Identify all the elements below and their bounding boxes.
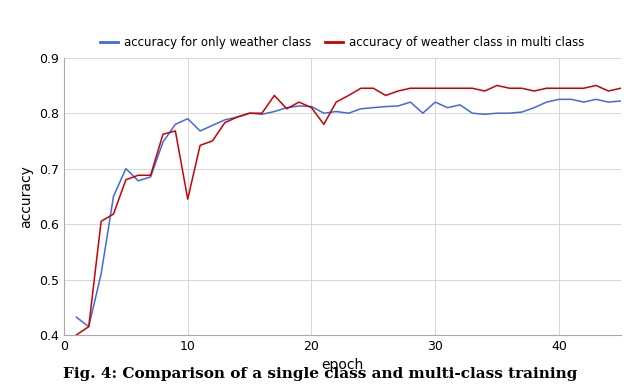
accuracy for only weather class xyxy=(234,115,241,119)
accuracy of weather class in multi class xyxy=(468,86,476,90)
accuracy of weather class in multi class xyxy=(493,83,501,88)
accuracy of weather class in multi class xyxy=(271,93,278,98)
accuracy for only weather class xyxy=(369,105,377,110)
accuracy of weather class in multi class xyxy=(320,122,328,127)
accuracy of weather class in multi class xyxy=(592,83,600,88)
accuracy for only weather class xyxy=(357,106,365,111)
accuracy for only weather class xyxy=(332,109,340,114)
accuracy for only weather class xyxy=(184,116,191,121)
accuracy for only weather class xyxy=(97,272,105,276)
accuracy for only weather class xyxy=(605,100,612,104)
accuracy of weather class in multi class xyxy=(382,93,390,98)
accuracy for only weather class xyxy=(258,112,266,117)
accuracy of weather class in multi class xyxy=(543,86,550,90)
accuracy of weather class in multi class xyxy=(246,111,253,116)
accuracy of weather class in multi class xyxy=(72,333,80,337)
accuracy of weather class in multi class xyxy=(605,89,612,93)
Y-axis label: accuracy: accuracy xyxy=(20,165,33,228)
accuracy for only weather class xyxy=(506,111,513,116)
accuracy of weather class in multi class xyxy=(295,100,303,104)
accuracy for only weather class xyxy=(308,104,316,109)
accuracy for only weather class xyxy=(394,104,402,108)
accuracy of weather class in multi class xyxy=(258,111,266,116)
accuracy for only weather class xyxy=(196,129,204,133)
accuracy for only weather class xyxy=(617,99,625,103)
accuracy for only weather class xyxy=(221,117,228,122)
accuracy of weather class in multi class xyxy=(234,115,241,119)
accuracy of weather class in multi class xyxy=(172,129,179,133)
accuracy of weather class in multi class xyxy=(394,89,402,93)
accuracy of weather class in multi class xyxy=(122,177,130,182)
accuracy of weather class in multi class xyxy=(357,86,365,90)
Text: Fig. 4: Comparison of a single class and multi-class training: Fig. 4: Comparison of a single class and… xyxy=(63,367,577,381)
accuracy of weather class in multi class xyxy=(617,86,625,90)
accuracy of weather class in multi class xyxy=(209,139,216,143)
accuracy of weather class in multi class xyxy=(481,89,488,93)
accuracy for only weather class xyxy=(382,104,390,109)
accuracy for only weather class xyxy=(518,110,525,114)
accuracy for only weather class xyxy=(246,111,253,116)
accuracy of weather class in multi class xyxy=(506,86,513,90)
accuracy for only weather class xyxy=(85,324,93,329)
accuracy of weather class in multi class xyxy=(109,212,117,216)
X-axis label: epoch: epoch xyxy=(321,358,364,372)
accuracy for only weather class xyxy=(345,111,353,116)
accuracy of weather class in multi class xyxy=(518,86,525,90)
accuracy of weather class in multi class xyxy=(97,219,105,224)
accuracy for only weather class xyxy=(481,112,488,117)
accuracy for only weather class xyxy=(134,179,142,183)
accuracy of weather class in multi class xyxy=(221,120,228,125)
accuracy for only weather class xyxy=(493,111,501,116)
Line: accuracy of weather class in multi class: accuracy of weather class in multi class xyxy=(76,85,621,335)
accuracy for only weather class xyxy=(431,100,439,104)
accuracy for only weather class xyxy=(159,140,167,144)
accuracy of weather class in multi class xyxy=(531,89,538,93)
accuracy of weather class in multi class xyxy=(332,100,340,104)
accuracy for only weather class xyxy=(172,122,179,127)
accuracy of weather class in multi class xyxy=(580,86,588,90)
accuracy for only weather class xyxy=(320,111,328,116)
accuracy of weather class in multi class xyxy=(308,105,316,110)
accuracy of weather class in multi class xyxy=(431,86,439,90)
accuracy for only weather class xyxy=(592,97,600,102)
accuracy of weather class in multi class xyxy=(568,86,575,90)
accuracy of weather class in multi class xyxy=(283,106,291,111)
accuracy for only weather class xyxy=(147,175,154,179)
accuracy for only weather class xyxy=(468,111,476,116)
accuracy of weather class in multi class xyxy=(196,143,204,148)
accuracy of weather class in multi class xyxy=(555,86,563,90)
accuracy of weather class in multi class xyxy=(419,86,427,90)
accuracy for only weather class xyxy=(444,105,451,110)
accuracy for only weather class xyxy=(109,194,117,199)
accuracy of weather class in multi class xyxy=(184,197,191,201)
accuracy for only weather class xyxy=(580,100,588,104)
accuracy for only weather class xyxy=(555,97,563,102)
accuracy for only weather class xyxy=(543,100,550,104)
accuracy of weather class in multi class xyxy=(85,324,93,329)
accuracy of weather class in multi class xyxy=(406,86,414,90)
accuracy of weather class in multi class xyxy=(456,86,464,90)
accuracy for only weather class xyxy=(568,97,575,102)
accuracy of weather class in multi class xyxy=(147,173,154,177)
accuracy for only weather class xyxy=(406,100,414,104)
Legend: accuracy for only weather class, accuracy of weather class in multi class: accuracy for only weather class, accurac… xyxy=(100,36,584,49)
accuracy for only weather class xyxy=(271,109,278,114)
accuracy for only weather class xyxy=(283,105,291,110)
accuracy for only weather class xyxy=(419,111,427,116)
accuracy of weather class in multi class xyxy=(134,173,142,177)
accuracy for only weather class xyxy=(122,166,130,171)
accuracy of weather class in multi class xyxy=(345,93,353,98)
accuracy for only weather class xyxy=(209,123,216,128)
accuracy for only weather class xyxy=(295,104,303,108)
accuracy for only weather class xyxy=(72,315,80,320)
accuracy for only weather class xyxy=(456,102,464,107)
Line: accuracy for only weather class: accuracy for only weather class xyxy=(76,99,621,326)
accuracy for only weather class xyxy=(531,105,538,110)
accuracy of weather class in multi class xyxy=(159,132,167,137)
accuracy of weather class in multi class xyxy=(369,86,377,90)
accuracy of weather class in multi class xyxy=(444,86,451,90)
